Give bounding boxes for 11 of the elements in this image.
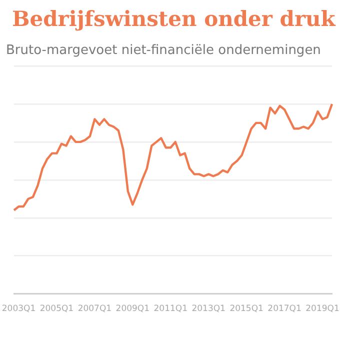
chart-title: Bedrijfswinsten onder druk bbox=[12, 6, 337, 31]
x-tick-label: 2011Q1 bbox=[154, 304, 188, 314]
chart-subtitle: Bruto-margevoet niet-financiële ondernemingen bbox=[6, 43, 322, 58]
x-tick-label: 2003Q1 bbox=[2, 304, 36, 314]
x-tick-label: 2019Q1 bbox=[306, 304, 340, 314]
x-tick-label: 2017Q1 bbox=[268, 304, 302, 314]
x-tick-label: 2005Q1 bbox=[40, 304, 74, 314]
x-tick-label: 2009Q1 bbox=[116, 304, 150, 314]
x-tick-label: 2013Q1 bbox=[192, 304, 226, 314]
x-tick-label: 2015Q1 bbox=[230, 304, 264, 314]
x-tick-label: 2007Q1 bbox=[78, 304, 112, 314]
